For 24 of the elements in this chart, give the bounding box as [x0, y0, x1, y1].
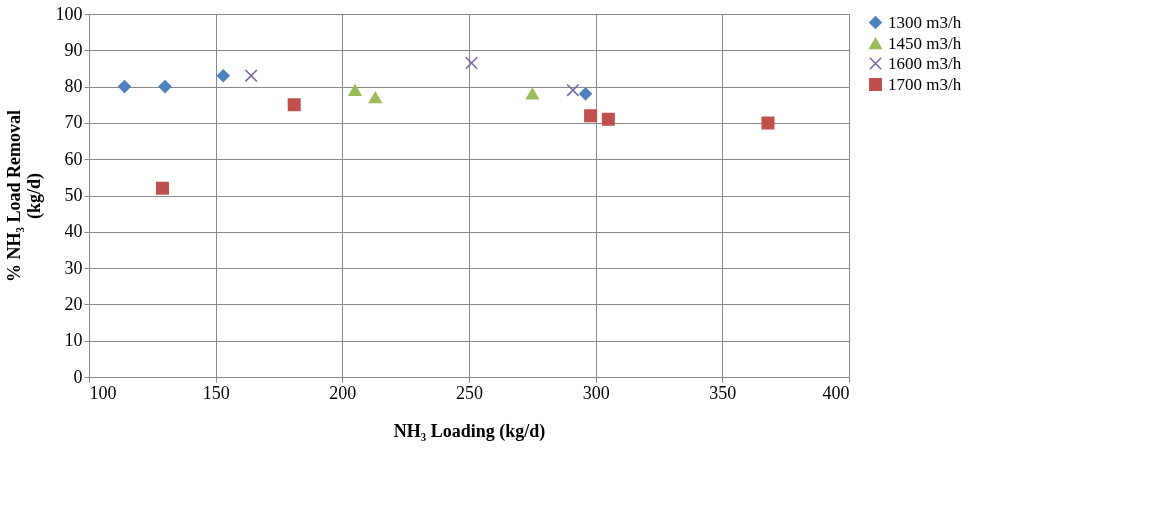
x-tick-label: 150 [202, 382, 230, 403]
y-tick-label: 50 [64, 185, 83, 205]
legend-label: 1600 m3/h [888, 53, 962, 73]
y-tick-label: 20 [64, 293, 83, 314]
x-axis-title: NH₃ Loading (kg/d) [393, 420, 546, 442]
x-tick-label: 250 [456, 382, 483, 403]
y-tick-label: 70 [64, 112, 83, 133]
y-tick-label: 30 [64, 257, 83, 278]
legend-label: 1450 m3/h [888, 33, 962, 53]
y-tick-label: 40 [64, 221, 83, 242]
y-tick-label: 10 [64, 330, 83, 351]
x-tick-label: 200 [329, 382, 357, 403]
y-tick-label: 0 [73, 366, 83, 387]
y-tick-label: 60 [64, 148, 83, 169]
x-tick-label: 350 [709, 382, 737, 403]
x-tick-label: 400 [822, 382, 850, 403]
x-tick-label: 300 [582, 382, 610, 403]
legend-label: 1300 m3/h [888, 12, 962, 32]
legend-label: 1700 m3/h [888, 74, 962, 94]
y-tick-label: 100 [55, 3, 83, 24]
y-tick-label: 90 [64, 39, 83, 60]
y-tick-label: 80 [64, 76, 83, 97]
y-axis-title: % NH₃ Load Removal (kg/d) [3, 110, 45, 282]
x-tick-label: 100 [89, 382, 117, 403]
